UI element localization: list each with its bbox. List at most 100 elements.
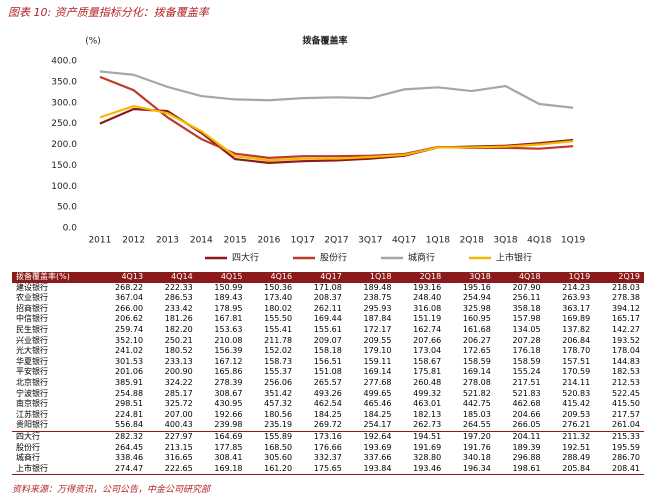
x-tick-label: 3Q18 xyxy=(493,236,518,246)
table-cell: 155.61 xyxy=(313,324,342,334)
table-cell: 278.08 xyxy=(462,377,491,387)
table-cell: 254.17 xyxy=(363,420,392,430)
table-cell: 238.75 xyxy=(363,293,392,303)
table-cell: 295.93 xyxy=(363,303,392,313)
table-cell: 521.83 xyxy=(512,388,541,398)
table-cell: 266.00 xyxy=(115,303,144,313)
table-cell: 276.21 xyxy=(562,420,591,430)
table-cell: 157.98 xyxy=(512,314,541,324)
table-cell: 192.64 xyxy=(345,430,396,443)
table-cell: 191.76 xyxy=(462,442,491,452)
row-label: 建设银行 xyxy=(16,282,48,292)
table-cell: 192.51 xyxy=(562,442,591,452)
table-cell: 286.53 xyxy=(164,293,193,303)
row-label: 城商行 xyxy=(16,453,40,463)
table-cell: 161.20 xyxy=(246,463,297,476)
table-cell: 235.19 xyxy=(264,420,293,430)
table-cell: 265.57 xyxy=(313,377,342,387)
table-cell: 256.06 xyxy=(264,377,293,387)
table-cell: 207.28 xyxy=(512,335,541,345)
table-cell: 175.81 xyxy=(413,367,442,377)
y-tick-label: 150.0 xyxy=(51,161,77,171)
table-cell: 332.37 xyxy=(313,453,342,463)
row-label: 宁波银行 xyxy=(16,388,48,398)
table-cell: 193.16 xyxy=(413,282,442,292)
table-cell: 161.68 xyxy=(462,324,491,334)
x-tick-label: 3Q17 xyxy=(358,236,382,246)
table-cell: 207.00 xyxy=(164,409,193,419)
table-cell: 205.84 xyxy=(544,463,595,476)
table-cell: 217.51 xyxy=(512,377,541,387)
table-cell: 278.38 xyxy=(612,293,640,303)
series-line xyxy=(99,70,574,109)
header-cell: 4Q14 xyxy=(147,272,197,283)
table-cell: 158.18 xyxy=(313,346,342,356)
row-label: 农业银行 xyxy=(16,293,48,303)
table-cell: 173.16 xyxy=(296,430,346,443)
table-cell: 178.70 xyxy=(562,346,591,356)
table-cell: 177.85 xyxy=(214,442,243,452)
table-cell: 193.69 xyxy=(363,442,392,452)
table-cell: 499.65 xyxy=(363,388,392,398)
y-tick-label: 100.0 xyxy=(51,182,77,192)
table-cell: 214.11 xyxy=(562,377,591,387)
table-cell: 522.45 xyxy=(612,388,640,398)
table-cell: 286.70 xyxy=(612,453,640,463)
table-cell: 316.65 xyxy=(164,453,193,463)
data-table: 拨备覆盖率(%) 4Q13 4Q14 4Q15 4Q16 4Q17 1Q18 2Q18 3Q18… xyxy=(12,272,644,476)
table-cell: 156.51 xyxy=(313,356,342,366)
table-row: 民生银行 259.74 182.20 153.63 155.41 155.61 172.17… xyxy=(12,325,644,336)
table-cell: 164.69 xyxy=(196,430,247,443)
table-cell: 415.50 xyxy=(612,399,640,409)
table-cell: 160.95 xyxy=(462,314,491,324)
table-cell: 150.36 xyxy=(264,282,293,292)
table-cell: 158.67 xyxy=(413,356,442,366)
x-tick-label: 1Q17 xyxy=(291,236,315,246)
row-label: 上市银行 xyxy=(12,463,98,476)
table-cell: 210.08 xyxy=(214,335,243,345)
table-cell: 187.84 xyxy=(363,314,392,324)
table-cell: 239.98 xyxy=(214,420,243,430)
x-tick-label: 4Q17 xyxy=(392,236,416,246)
table-cell: 180.56 xyxy=(264,409,293,419)
table-cell: 256.11 xyxy=(512,293,541,303)
table-cell: 363.17 xyxy=(562,303,591,313)
table-cell: 254.94 xyxy=(462,293,491,303)
table-row: 城商行 338.46 316.65 308.41 305.60 332.37 337.66 3… xyxy=(12,453,644,464)
table-cell: 209.07 xyxy=(313,335,342,345)
table-cell: 172.17 xyxy=(363,324,392,334)
table-cell: 430.95 xyxy=(214,399,243,409)
table-cell: 222.33 xyxy=(164,282,193,292)
table-row: 平安银行 201.06 200.90 165.86 155.37 151.08 169.14… xyxy=(12,367,644,378)
table-cell: 155.24 xyxy=(512,367,541,377)
table-cell: 204.11 xyxy=(494,430,545,443)
table-cell: 167.12 xyxy=(214,356,243,366)
table-cell: 463.01 xyxy=(413,399,442,409)
table-cell: 189.43 xyxy=(214,293,243,303)
table-cell: 254.88 xyxy=(115,388,144,398)
table-cell: 305.60 xyxy=(264,453,293,463)
table-cell: 171.08 xyxy=(313,282,342,292)
figure-heading: 图表 10: 资产质量指标分化：拨备覆盖率 xyxy=(8,6,209,19)
y-tick-label: 200.0 xyxy=(51,140,77,150)
table-cell: 172.65 xyxy=(462,346,491,356)
table-row: 江苏银行 224.81 207.00 192.66 180.56 184.25 184.25… xyxy=(12,410,644,421)
table-cell: 179.10 xyxy=(363,346,392,356)
x-tick-label: 4Q18 xyxy=(527,236,552,246)
table-cell: 194.51 xyxy=(395,430,446,443)
table-cell: 134.05 xyxy=(512,324,541,334)
table-cell: 169.14 xyxy=(363,367,392,377)
table-cell: 233.13 xyxy=(164,356,193,366)
table-cell: 212.53 xyxy=(612,377,640,387)
table-cell: 170.59 xyxy=(562,367,591,377)
table-cell: 165.17 xyxy=(612,314,640,324)
table-cell: 185.03 xyxy=(462,409,491,419)
header-cell: 1Q18 xyxy=(345,272,396,283)
table-row: 中信银行 206.62 181.26 167.81 155.50 169.44 187.84… xyxy=(12,314,644,325)
x-tick-label: 1Q18 xyxy=(426,236,451,246)
x-tick-label: 2014 xyxy=(190,236,213,246)
table-cell: 178.95 xyxy=(214,303,243,313)
table-cell: 156.39 xyxy=(214,346,243,356)
table-cell: 196.34 xyxy=(445,463,495,476)
